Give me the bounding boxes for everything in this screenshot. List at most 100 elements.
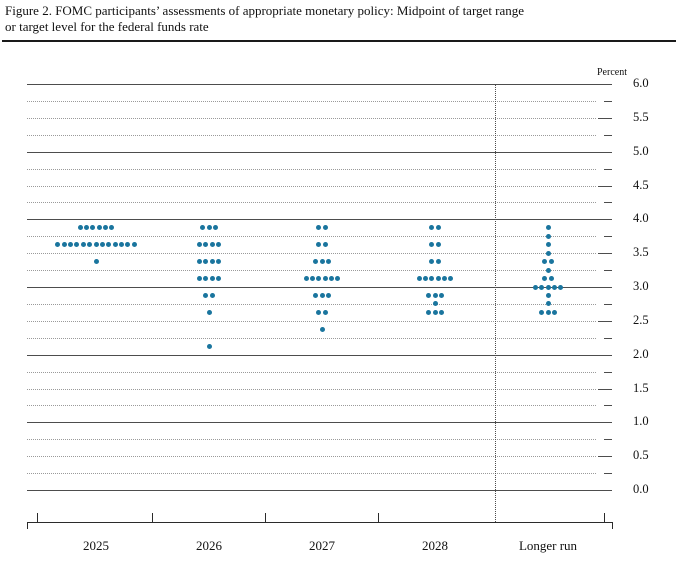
gridline-dotted — [27, 388, 596, 390]
projection-dot — [322, 242, 328, 248]
projection-dot — [322, 276, 328, 282]
x-axis-tick — [265, 513, 267, 522]
projection-dot — [209, 242, 215, 248]
projection-dot — [106, 242, 112, 248]
projection-dot — [109, 225, 115, 231]
projection-dot — [435, 225, 441, 231]
projection-dot — [448, 276, 454, 282]
gridline-dotted — [27, 134, 596, 136]
projection-dot — [322, 309, 328, 315]
projection-dot — [112, 242, 118, 248]
projection-dot — [548, 259, 554, 265]
projection-dot — [551, 284, 557, 290]
figure-title: Figure 2. FOMC participants’ assessments… — [5, 3, 673, 35]
projection-dot — [325, 292, 331, 298]
projection-dot — [435, 276, 441, 282]
y-axis-tick — [598, 456, 612, 458]
y-axis-unit-label: Percent — [597, 67, 627, 78]
projection-dot — [216, 259, 222, 265]
x-axis-tick — [37, 513, 39, 522]
projection-dot — [438, 309, 444, 315]
projection-dot — [77, 225, 83, 231]
projection-dot — [545, 292, 551, 298]
y-axis-tick — [598, 388, 612, 390]
projection-dot — [532, 284, 538, 290]
y-axis-tick — [604, 236, 612, 238]
projection-dot — [209, 292, 215, 298]
projection-dot — [442, 276, 448, 282]
projection-dot — [196, 259, 202, 265]
gridline-dotted — [27, 405, 596, 407]
y-axis-tick — [604, 100, 612, 102]
projection-dot — [539, 309, 545, 315]
projection-dot — [416, 276, 422, 282]
projection-dot — [432, 292, 438, 298]
projection-dot — [196, 242, 202, 248]
y-axis-tick — [598, 219, 612, 221]
y-axis-tick — [598, 151, 612, 153]
projection-dot — [118, 242, 124, 248]
gridline-dotted — [27, 236, 596, 238]
gridline-dotted — [27, 100, 596, 102]
projection-dot — [322, 225, 328, 231]
y-axis-label: 4.0 — [633, 211, 649, 226]
y-axis-label: 0.5 — [633, 448, 649, 463]
y-axis-tick — [598, 84, 612, 85]
x-axis-category-label: 2025 — [83, 538, 109, 553]
x-axis-category-label: 2028 — [422, 538, 448, 553]
projection-dot — [200, 225, 206, 231]
projection-dot — [55, 242, 61, 248]
x-axis-tick — [604, 513, 606, 522]
gridline-solid — [27, 354, 612, 356]
projection-dot — [545, 284, 551, 290]
gridline-solid — [27, 151, 612, 153]
y-axis-tick — [604, 270, 612, 272]
gridline-solid — [27, 490, 612, 491]
projection-dot — [432, 309, 438, 315]
projection-dot — [426, 309, 432, 315]
gridline-dotted — [27, 117, 596, 119]
projection-dot — [435, 259, 441, 265]
y-axis-label: 3.5 — [633, 245, 649, 260]
projection-dot — [74, 242, 80, 248]
projection-dot — [103, 225, 109, 231]
projection-dot — [316, 276, 322, 282]
projection-dot — [203, 242, 209, 248]
x-axis-category-label: 2027 — [309, 538, 335, 553]
longer-run-separator — [495, 84, 496, 522]
gridline-dotted — [27, 473, 596, 475]
projection-dot — [545, 250, 551, 256]
y-axis-tick — [604, 337, 612, 339]
projection-dot — [548, 276, 554, 282]
projection-dot — [90, 225, 96, 231]
y-axis-tick — [598, 117, 612, 119]
figure-title-line1: Figure 2. FOMC participants’ assessments… — [5, 3, 525, 18]
projection-dot — [539, 284, 545, 290]
y-axis-tick — [598, 354, 612, 356]
projection-dot — [196, 276, 202, 282]
projection-dot — [558, 284, 564, 290]
gridline-dotted — [27, 168, 596, 170]
y-axis-tick — [598, 490, 612, 491]
y-axis-tick — [598, 185, 612, 187]
y-axis-label: 1.5 — [633, 380, 649, 395]
projection-dot — [319, 292, 325, 298]
projection-dot — [313, 292, 319, 298]
projection-dot — [125, 242, 131, 248]
projection-dot — [329, 276, 335, 282]
projection-dot — [429, 242, 435, 248]
projection-dot — [545, 242, 551, 248]
figure-title-line2: or target level for the federal funds ra… — [5, 19, 209, 34]
projection-dot — [203, 276, 209, 282]
projection-dot — [429, 225, 435, 231]
projection-dot — [545, 301, 551, 307]
projection-dot — [87, 242, 93, 248]
gridline-dotted — [27, 337, 596, 339]
y-axis-tick — [604, 405, 612, 407]
projection-dot — [319, 259, 325, 265]
projection-dot — [93, 259, 99, 265]
projection-dot — [96, 225, 102, 231]
y-axis-tick — [604, 371, 612, 373]
y-axis-label: 0.0 — [633, 482, 649, 496]
projection-dot — [83, 225, 89, 231]
